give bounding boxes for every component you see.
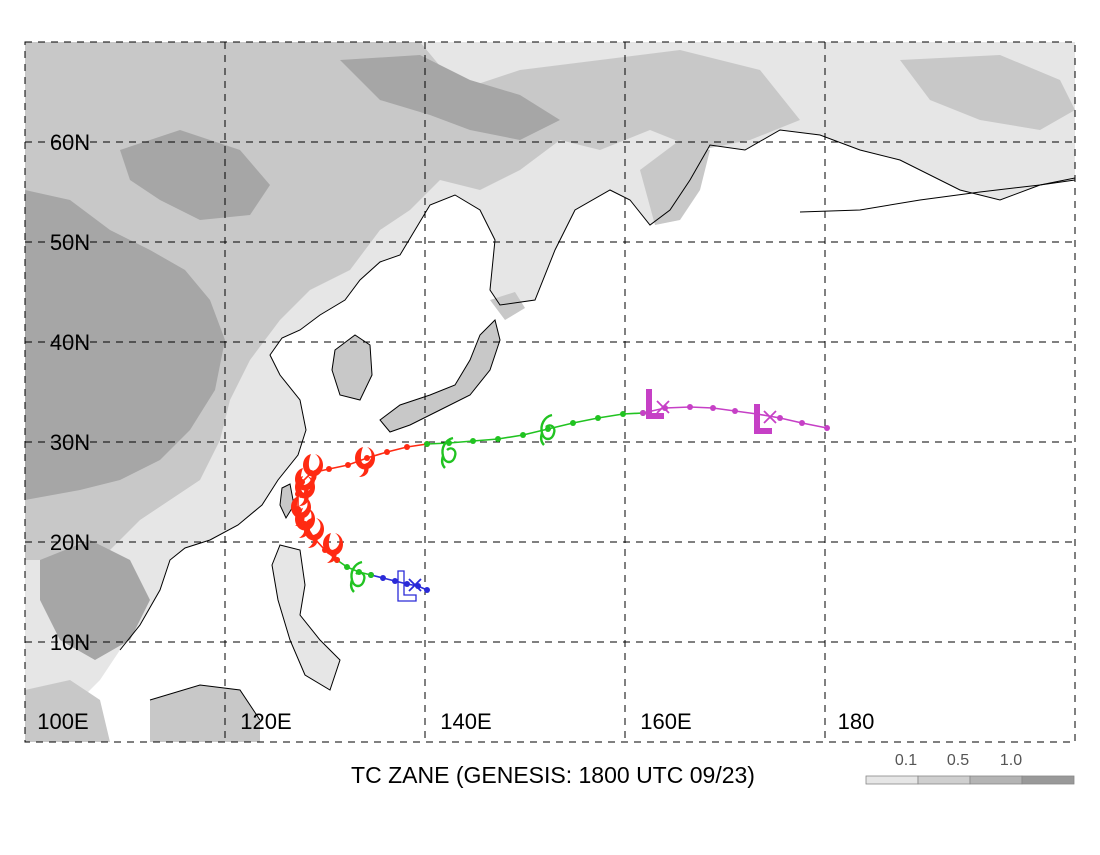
storm-symbols bbox=[291, 389, 777, 602]
tropical-storm-symbol-icon bbox=[539, 413, 556, 446]
lon-label-160e: 160E bbox=[640, 709, 691, 734]
coastline-aleutians bbox=[799, 177, 1075, 213]
coastline-taiwan bbox=[279, 483, 295, 520]
lon-label-180: 180 bbox=[838, 709, 875, 734]
typhoon-track-fix-11 bbox=[384, 449, 390, 455]
extratropical-track-fix-7 bbox=[799, 420, 805, 426]
map-frame bbox=[24, 41, 1076, 743]
southeast-asia-dark bbox=[40, 540, 150, 660]
low-pressure-symbol-icon bbox=[397, 570, 417, 602]
typhoon-symbol-icon bbox=[303, 454, 323, 484]
development-track-fix-0 bbox=[368, 572, 374, 578]
low-pressure-symbol-icon bbox=[754, 404, 772, 434]
lon-label-100e: 100E bbox=[37, 709, 88, 734]
development-track-recurve-fix-7 bbox=[595, 415, 601, 421]
lat-label-40n: 40N bbox=[50, 330, 90, 355]
development-track-recurve-line bbox=[426, 412, 644, 445]
lat-label-60n: 60N bbox=[50, 130, 90, 155]
legend-swatch-2 bbox=[969, 775, 1023, 785]
genesis-track-fix-3 bbox=[392, 578, 398, 584]
typhoon-symbol-icon bbox=[295, 468, 315, 498]
lat-label-30n: 30N bbox=[50, 430, 90, 455]
borneo bbox=[150, 685, 260, 742]
development-track-recurve-fix-2 bbox=[470, 438, 476, 444]
extratropical-track-fix-3 bbox=[710, 405, 716, 411]
typhoon-track-fix-10 bbox=[364, 455, 370, 461]
lat-lon-grid bbox=[25, 42, 1075, 742]
extratropical-track-fix-2 bbox=[687, 404, 693, 410]
genesis-track-fix-4 bbox=[380, 575, 386, 581]
legend-swatch-0 bbox=[865, 775, 919, 785]
typhoon-track-fix-12 bbox=[404, 444, 410, 450]
development-track-fix-2 bbox=[344, 564, 350, 570]
legend-label-1-0: 1.0 bbox=[1000, 752, 1022, 769]
korean-peninsula bbox=[332, 335, 372, 400]
shading-legend: 0.1 0.5 1.0 bbox=[865, 752, 1075, 785]
legend-label-0-5: 0.5 bbox=[947, 752, 969, 769]
sumatra-region bbox=[25, 680, 110, 742]
cross-marker-icon bbox=[763, 410, 777, 424]
lon-label-140e: 140E bbox=[440, 709, 491, 734]
development-track-recurve-fix-3 bbox=[495, 436, 501, 442]
coastline-borneo bbox=[149, 684, 261, 721]
typhoon-track-fix-9 bbox=[345, 462, 351, 468]
development-track-recurve-fix-8 bbox=[620, 411, 626, 417]
legend-swatch-1 bbox=[917, 775, 971, 785]
philippines bbox=[272, 545, 340, 690]
typhoon-symbol-icon bbox=[291, 496, 311, 526]
extratropical-track-fix-0 bbox=[640, 410, 646, 416]
legend-swatch-3 bbox=[1021, 775, 1075, 785]
extratropical-track-fix-8 bbox=[824, 425, 830, 431]
coastline-asia bbox=[119, 129, 1075, 651]
land-shading bbox=[25, 42, 1075, 742]
genesis-track-fix-2 bbox=[404, 581, 410, 587]
genesis-track-fix-0 bbox=[424, 587, 430, 593]
siberia-highland-dark bbox=[340, 55, 560, 140]
lat-label-50n: 50N bbox=[50, 230, 90, 255]
legend-label-0-1: 0.1 bbox=[895, 752, 917, 769]
tropical-storm-symbol-icon bbox=[440, 436, 457, 469]
taiwan bbox=[280, 484, 294, 518]
cross-marker-icon bbox=[656, 400, 670, 414]
extratropical-track-fix-6 bbox=[777, 415, 783, 421]
development-track-recurve-fix-6 bbox=[570, 420, 576, 426]
lon-label-120e: 120E bbox=[240, 709, 291, 734]
coastline-japan bbox=[379, 319, 501, 433]
development-track-recurve-fix-0 bbox=[424, 441, 430, 447]
map-title: TC ZANE (GENESIS: 1800 UTC 09/23) bbox=[351, 762, 755, 788]
kamchatka-mid bbox=[640, 140, 710, 225]
typhoon-symbol-icon bbox=[355, 447, 375, 477]
tropical-storm-symbol-icon bbox=[349, 560, 366, 593]
development-track-recurve-fix-4 bbox=[520, 432, 526, 438]
extratropical-track-fix-4 bbox=[732, 408, 738, 414]
coastline-korea bbox=[331, 334, 373, 401]
far-east-mid bbox=[900, 55, 1075, 130]
japan-islands bbox=[380, 320, 500, 432]
hokkaido bbox=[490, 292, 525, 320]
typhoon-track-fix-8 bbox=[326, 466, 332, 472]
lat-label-10n: 10N bbox=[50, 630, 90, 655]
low-pressure-symbol-icon bbox=[646, 389, 664, 419]
asia-highland-dark bbox=[25, 190, 225, 500]
cross-marker-icon bbox=[408, 578, 422, 592]
coastline-philippines bbox=[271, 544, 341, 691]
typhoon-symbol-icon bbox=[323, 533, 343, 563]
lat-label-20n: 20N bbox=[50, 530, 90, 555]
mongolia-highland-dark bbox=[120, 130, 270, 220]
